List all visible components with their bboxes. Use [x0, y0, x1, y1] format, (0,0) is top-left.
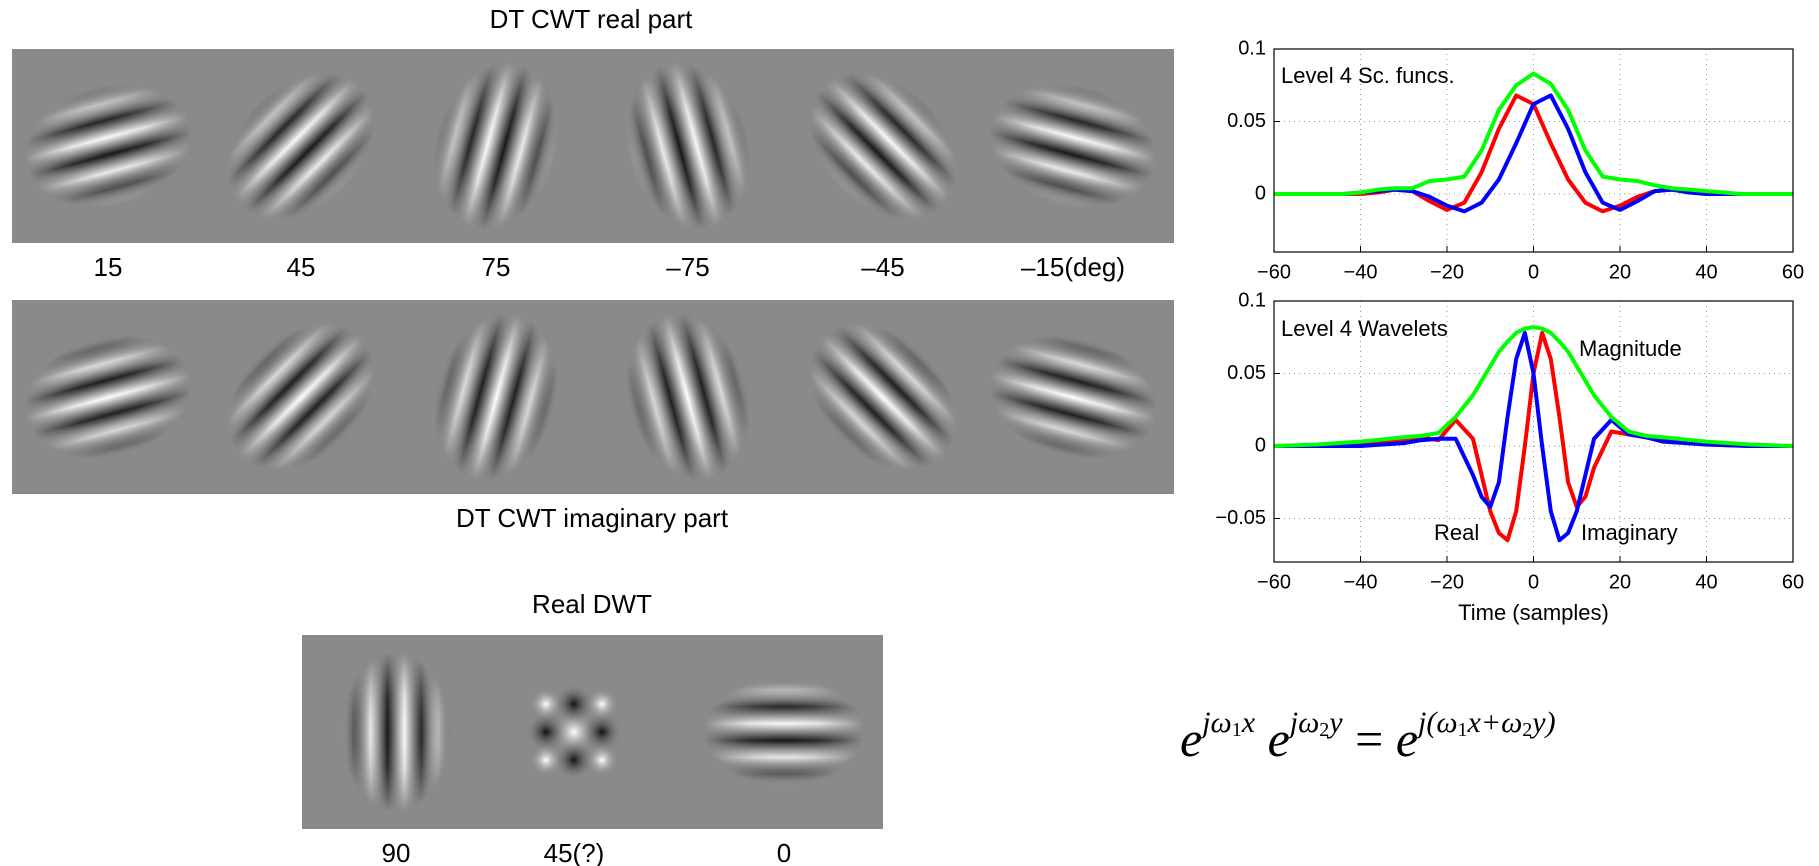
y-tick-label: 0 — [1255, 182, 1266, 204]
y-tick-label: 0.1 — [1238, 289, 1266, 311]
image-strip — [12, 49, 1174, 243]
plot-border — [1273, 48, 1794, 253]
image-strip — [12, 300, 1174, 494]
x-tick-label: 40 — [1695, 571, 1717, 593]
eq-part: y — [1329, 706, 1343, 739]
x-tick-label: −40 — [1344, 261, 1378, 283]
x-tick-label: −20 — [1430, 571, 1464, 593]
x-tick-label: 0 — [1528, 571, 1539, 593]
patches — [10, 294, 1171, 500]
eq-part: e — [1395, 711, 1419, 767]
orientation-label: 90 — [382, 838, 411, 866]
panel-title: DT CWT real part — [490, 4, 694, 34]
series-line — [1274, 71, 1793, 196]
x-tick-label: 20 — [1609, 261, 1631, 283]
eq-part: 1 — [1457, 719, 1468, 741]
eq-part: j(ω — [1418, 706, 1458, 739]
panel-title: Real DWT — [532, 589, 652, 619]
orientation-label: 15 — [94, 252, 123, 282]
orientation-label: –75 — [666, 252, 709, 282]
orientation-label: 45(?) — [544, 838, 605, 866]
series-line — [1274, 330, 1793, 543]
y-tick-label: 0.05 — [1227, 362, 1266, 384]
annotation: Level 4 Sc. funcs. — [1281, 63, 1455, 88]
eq-part: 1 — [1231, 719, 1242, 741]
series-line — [1273, 325, 1794, 448]
orientation-label: 45 — [287, 252, 316, 282]
panel-title: DT CWT imaginary part — [456, 503, 729, 533]
x-tick-label: 60 — [1782, 571, 1804, 593]
x-tick-label: −40 — [1344, 571, 1378, 593]
y-tick-label: 0.05 — [1227, 110, 1266, 132]
eq-part: x+ω — [1467, 706, 1523, 739]
series-label: Real — [1434, 520, 1479, 545]
orientation-label: –45 — [861, 252, 904, 282]
eq-part: 2 — [1319, 719, 1330, 741]
x-tick-label: 60 — [1782, 261, 1804, 283]
orientation-label: –15(deg) — [1021, 252, 1125, 282]
eq-part: x — [1241, 706, 1256, 739]
patches — [10, 43, 1171, 249]
plot-border — [1273, 300, 1794, 563]
eq-part: = — [1355, 711, 1384, 767]
y-tick-label: −0.05 — [1215, 507, 1266, 529]
eq-part: jω — [1202, 706, 1232, 739]
y-tick-label: 0.1 — [1238, 37, 1266, 59]
orientation-label: 0 — [777, 838, 791, 866]
annotation: Level 4 Wavelets — [1281, 316, 1448, 341]
eq-part: e — [1180, 711, 1203, 767]
x-tick-label: 0 — [1528, 261, 1539, 283]
x-tick-label: −20 — [1430, 261, 1464, 283]
x-tick-label: −60 — [1257, 261, 1291, 283]
x-axis-label: Time (samples) — [1458, 600, 1609, 625]
eq-part: y) — [1532, 706, 1556, 739]
eq-part: jω — [1289, 706, 1320, 739]
eq-part: e — [1267, 711, 1290, 767]
series-label: Imaginary — [1581, 520, 1678, 545]
eq-part: 2 — [1522, 719, 1533, 741]
x-tick-label: −60 — [1257, 571, 1291, 593]
x-tick-label: 40 — [1695, 261, 1717, 283]
series-label: Magnitude — [1579, 336, 1682, 361]
y-tick-label: 0 — [1255, 434, 1266, 456]
x-tick-label: 20 — [1609, 571, 1631, 593]
patches — [341, 652, 864, 812]
orientation-label: 75 — [482, 252, 511, 282]
equation: ejω1x ejω2y = ej(ω1x+ω2y) — [1180, 706, 1556, 768]
plot-area — [1274, 49, 1793, 252]
